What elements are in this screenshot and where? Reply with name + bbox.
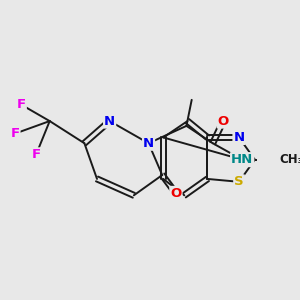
Text: F: F — [17, 98, 26, 111]
Text: N: N — [104, 115, 115, 128]
Text: O: O — [218, 115, 229, 128]
Text: N: N — [233, 131, 244, 144]
Text: HN: HN — [231, 153, 253, 166]
Text: O: O — [170, 187, 182, 200]
Text: N: N — [143, 137, 154, 150]
Text: F: F — [32, 148, 40, 161]
Text: CH₃: CH₃ — [279, 153, 300, 166]
Text: S: S — [234, 175, 244, 188]
Text: F: F — [11, 127, 20, 140]
